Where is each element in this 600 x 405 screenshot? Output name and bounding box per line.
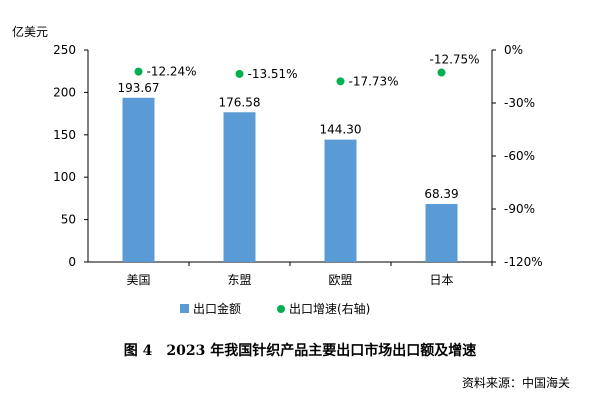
bar-label: 193.67 [118,81,160,95]
bar-label: 176.58 [219,95,261,109]
growth-point-1 [134,67,143,76]
legend-point-label: 出口增速(右轴) [289,301,370,316]
growth-point-4 [437,68,446,77]
bar-4 [425,204,458,262]
chart-svg: 亿美元 0 50 100 150 200 250 0% -30% -60% -90% -120% 美国 1… [12,24,543,316]
left-tick-label: 250 [53,43,76,57]
figure-caption: 图 4 2023 年我国针织产品主要出口市场出口额及增速 [123,343,477,359]
point-label: -12.75% [430,53,480,67]
x-tick-label: 东盟 [227,273,251,287]
bar-3 [324,139,357,262]
growth-point-3 [336,77,345,86]
legend-bar-label: 出口金额 [193,301,241,316]
left-tick-label: 100 [53,170,76,184]
left-tick-label: 200 [53,85,76,99]
source-note: 资料来源：中国海关 [461,376,570,390]
right-tick-label: -90% [504,202,535,216]
bar-1 [122,97,155,262]
right-tick-label: 0% [504,43,523,57]
legend-bar-swatch [180,304,189,313]
right-tick-label: -30% [504,96,535,110]
legend-point-swatch [277,305,285,313]
x-tick-label: 欧盟 [328,273,352,287]
bar-label: 144.30 [320,123,362,137]
right-tick-label: -120% [504,255,543,269]
left-tick-label: 50 [61,213,76,227]
bar-2 [223,112,256,262]
point-label: -12.24% [147,65,197,79]
growth-point-2 [235,69,244,78]
y-axis-label: 亿美元 [12,24,48,39]
bar-label: 68.39 [424,187,458,201]
point-label: -17.73% [349,74,399,88]
point-label: -13.51% [248,67,298,81]
left-tick-label: 0 [68,255,76,269]
left-tick-label: 150 [53,128,76,142]
x-tick-label: 日本 [429,273,453,287]
right-tick-label: -60% [504,149,535,163]
x-tick-label: 美国 [126,273,150,287]
